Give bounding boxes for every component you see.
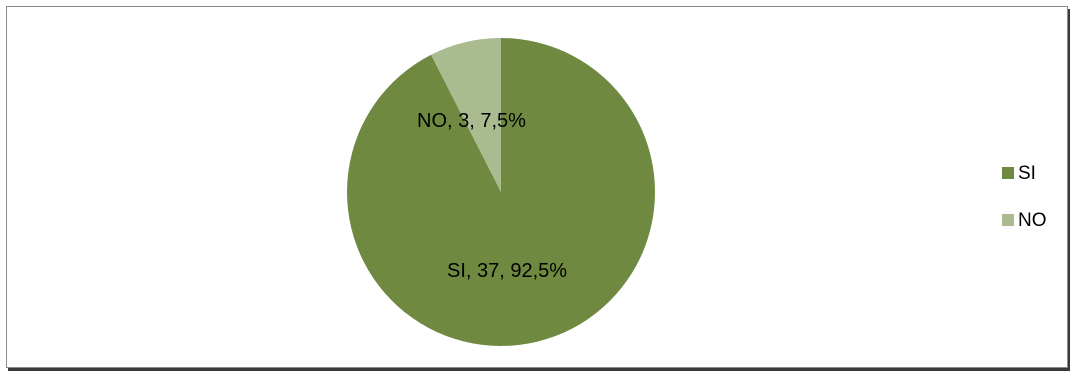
pie-chart: SI, 37, 92,5% NO, 3, 7,5% xyxy=(346,38,655,346)
legend-item-no: NO xyxy=(1002,206,1072,234)
pie-slice-no xyxy=(431,38,501,192)
legend-swatch-si xyxy=(1002,167,1014,179)
data-label-si: SI, 37, 92,5% xyxy=(447,260,567,282)
legend-label-no: NO xyxy=(1018,209,1047,231)
legend-label-si: SI xyxy=(1018,162,1036,184)
legend-swatch-no xyxy=(1002,214,1014,226)
pie-slices xyxy=(346,38,655,346)
pie-slice-si xyxy=(346,38,655,346)
chart-area: SI, 37, 92,5% NO, 3, 7,5% SI NO xyxy=(6,6,1068,368)
legend: SI NO xyxy=(1002,159,1072,253)
pie-labels: SI, 37, 92,5% NO, 3, 7,5% xyxy=(417,110,567,282)
data-label-no: NO, 3, 7,5% xyxy=(417,110,526,132)
legend-item-si: SI xyxy=(1002,159,1072,187)
